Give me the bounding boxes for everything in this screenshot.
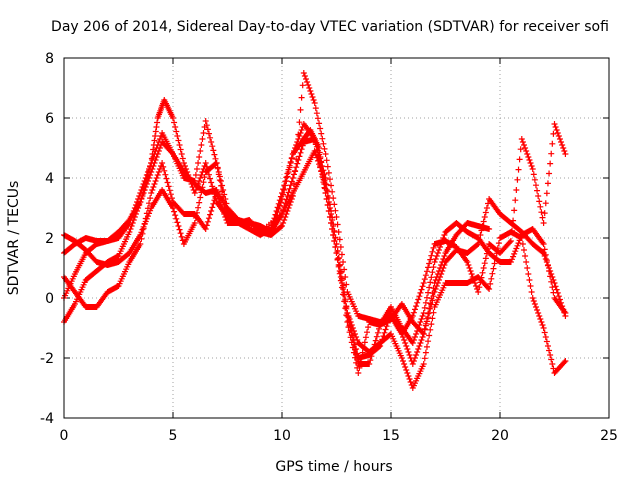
x-tick-label: 15: [382, 428, 400, 444]
series-track-3: [61, 136, 569, 391]
y-tick-label: 4: [45, 171, 54, 187]
chart-title: Day 206 of 2014, Sidereal Day-to-day VTE…: [51, 19, 609, 35]
y-axis-label: SDTVAR / TECUs: [6, 181, 22, 296]
y-tick-label: 6: [45, 111, 54, 127]
x-tick-label: 0: [60, 428, 69, 444]
x-tick-label: 20: [491, 428, 509, 444]
x-tick-label: 10: [273, 428, 291, 444]
x-tick-label: 25: [600, 428, 618, 444]
data-point-markers: [61, 136, 569, 391]
y-tick-label: -4: [40, 411, 54, 427]
y-tick-label: 0: [45, 291, 54, 307]
y-tick-label: 8: [45, 51, 54, 67]
y-tick-label: 2: [45, 231, 54, 247]
x-axis-label: GPS time / hours: [275, 459, 392, 475]
y-tick-label: -2: [40, 351, 54, 367]
axis-ticks: 0 5 10 15 20 25 -4 -2 0 2 4 6 8: [40, 51, 618, 444]
x-tick-label: 5: [169, 428, 178, 444]
plot-frame: [63, 57, 610, 419]
